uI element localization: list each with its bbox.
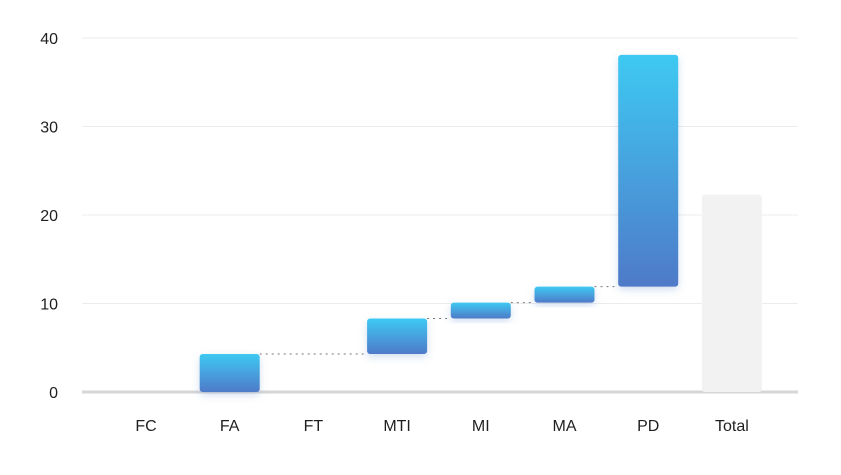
bar-fa[interactable] [199,353,260,392]
x-tick-label: FC [135,418,156,435]
bar-ma[interactable] [534,286,595,303]
x-tick-label: Total [715,418,749,435]
bar-mi[interactable] [450,302,511,319]
x-tick-label: PD [637,418,659,435]
y-tick-label: 30 [40,120,58,137]
x-tick-label: MA [553,418,577,435]
grid-lines [82,37,798,394]
x-tick-label: FT [304,418,324,435]
y-axis-ticks: 0 10 20 30 40 [40,31,58,402]
x-axis-labels: FC FA FT MTI MI MA PD Total [135,418,748,435]
y-tick-label: 20 [40,208,58,225]
y-tick-label: 10 [40,297,58,314]
connector-lines [259,286,619,355]
x-tick-label: MI [472,418,490,435]
y-tick-label: 40 [40,31,58,48]
x-tick-label: FA [220,418,240,435]
bars [199,54,762,392]
bar-mti[interactable] [367,318,428,354]
bar-pd[interactable] [618,54,679,287]
x-tick-label: MTI [383,418,411,435]
y-tick-label: 0 [49,385,58,402]
bar-total[interactable] [701,194,762,392]
